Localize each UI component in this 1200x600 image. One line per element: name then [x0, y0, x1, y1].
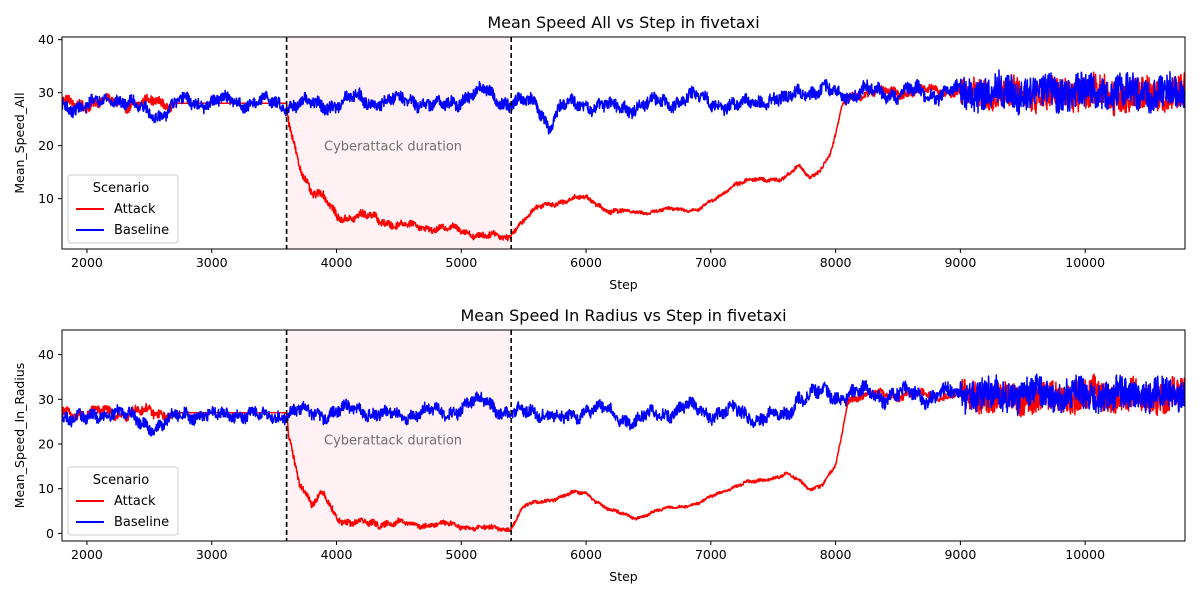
y-tick-label: 40	[38, 347, 54, 362]
series-line-baseline	[62, 69, 1185, 135]
plot-frame	[61, 329, 1186, 542]
x-tick-label: 5000	[445, 255, 477, 270]
x-tick-label: 8000	[820, 255, 852, 270]
subplot-1: Cyberattack duration 2000 3000 4000 5000 6000…	[12, 13, 1186, 292]
x-tick-label: 9000	[944, 547, 976, 562]
x-tick-label: 7000	[695, 255, 727, 270]
y-tick-label: 10	[38, 191, 54, 206]
x-tick-label: 10000	[1065, 547, 1105, 562]
x-tick-label: 4000	[321, 547, 353, 562]
legend-label-baseline: Baseline	[114, 223, 169, 238]
legend: Scenario Attack Baseline	[67, 174, 179, 244]
y-axis-label: Mean_Speed_All	[12, 92, 27, 193]
legend-label-attack: Attack	[114, 494, 156, 509]
x-tick-label: 6000	[570, 255, 602, 270]
y-tick-label: 10	[38, 481, 54, 496]
legend-label-baseline: Baseline	[114, 515, 169, 530]
x-tick-label: 9000	[944, 255, 976, 270]
y-tick-label: 0	[46, 526, 54, 541]
subplot-2: Cyberattack duration 2000 3000 4000 5000 6000…	[12, 306, 1186, 584]
series-line-baseline	[62, 373, 1185, 437]
x-tick-label: 2000	[71, 547, 103, 562]
attack-window-shade	[286, 330, 512, 541]
y-tick-label: 20	[38, 138, 54, 153]
x-tick-label: 4000	[321, 255, 353, 270]
x-tick-label: 8000	[820, 547, 852, 562]
attack-window-label: Cyberattack duration	[324, 140, 462, 155]
x-axis-label: Step	[609, 277, 638, 292]
x-tick-label: 7000	[695, 547, 727, 562]
legend-box	[67, 174, 179, 244]
legend: Scenario Attack Baseline	[67, 466, 179, 536]
x-tick-label: 3000	[196, 255, 228, 270]
x-tick-label: 5000	[445, 547, 477, 562]
attack-window-label: Cyberattack duration	[324, 434, 462, 449]
y-tick-label: 30	[38, 392, 54, 407]
y-tick-label: 40	[38, 32, 54, 47]
x-tick-label: 3000	[196, 547, 228, 562]
x-axis-label: Step	[609, 569, 638, 584]
legend-label-attack: Attack	[114, 202, 156, 217]
x-tick-label: 10000	[1065, 255, 1105, 270]
x-tick-label: 6000	[570, 547, 602, 562]
chart-title: Mean Speed In Radius vs Step in fivetaxi	[460, 306, 786, 325]
attack-window-shade	[286, 37, 512, 249]
y-axis-label: Mean_Speed_In_Radius	[12, 363, 27, 509]
legend-box	[67, 466, 179, 536]
legend-title: Scenario	[93, 473, 150, 488]
plot-frame	[61, 36, 1186, 250]
legend-title: Scenario	[93, 181, 150, 196]
y-tick-label: 20	[38, 436, 54, 451]
chart-title: Mean Speed All vs Step in fivetaxi	[487, 13, 759, 32]
y-tick-label: 30	[38, 85, 54, 100]
x-tick-label: 2000	[71, 255, 103, 270]
